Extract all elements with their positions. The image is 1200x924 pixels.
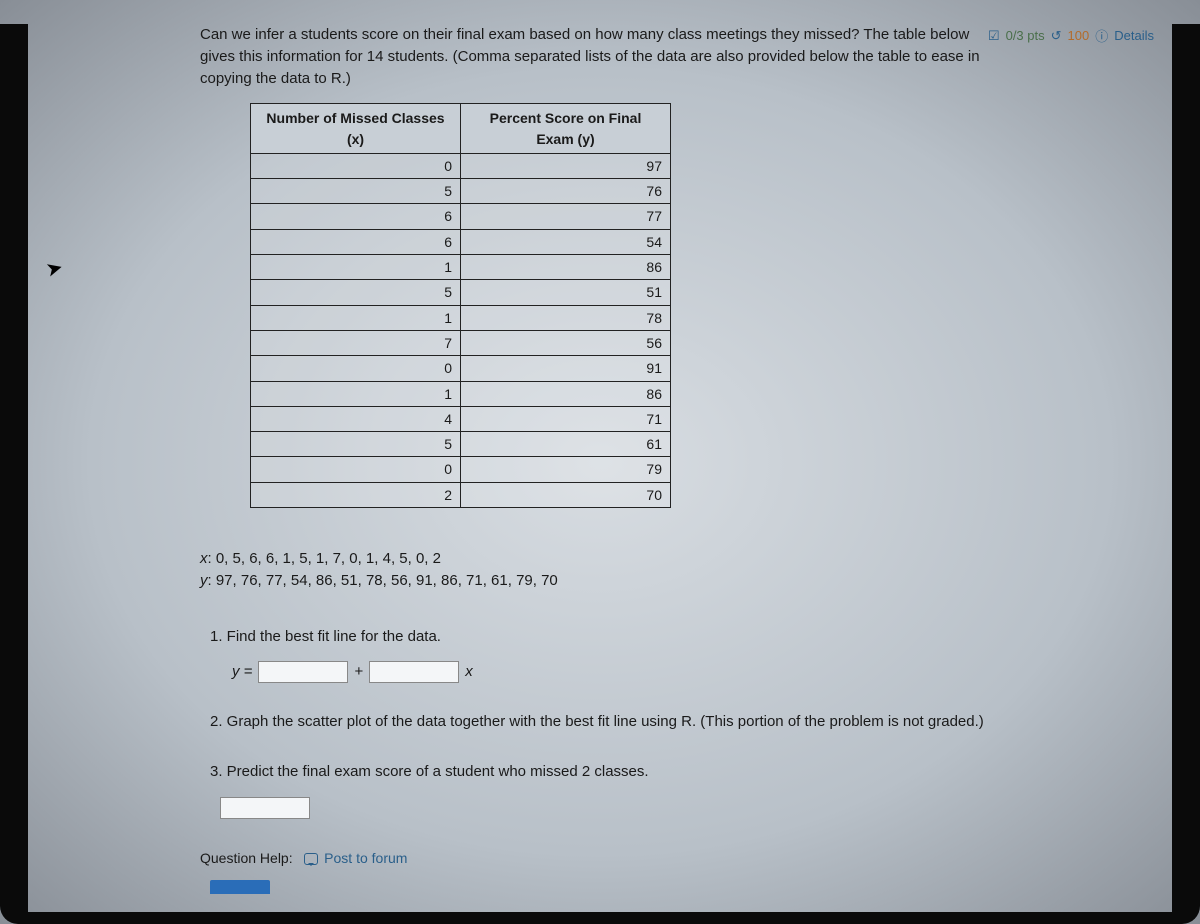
cell-y: 51 — [461, 280, 671, 305]
cell-x: 7 — [251, 330, 461, 355]
checkbox-icon: ☑ — [988, 28, 1000, 44]
cell-y: 78 — [461, 305, 671, 330]
details-link[interactable]: Details — [1114, 28, 1154, 43]
cell-x: 6 — [251, 204, 461, 229]
cell-y: 61 — [461, 432, 671, 457]
x-list-values: : 0, 5, 6, 6, 1, 5, 1, 7, 0, 1, 4, 5, 0,… — [208, 550, 441, 567]
cell-y: 86 — [461, 255, 671, 280]
table-row: 677 — [251, 204, 671, 229]
cell-y: 70 — [461, 482, 671, 507]
table-header-y: Percent Score on Final Exam (y) — [461, 104, 671, 154]
cell-y: 54 — [461, 229, 671, 254]
cell-y: 79 — [461, 457, 671, 482]
y-equals-label: y = — [232, 661, 252, 683]
y-list-values: : 97, 76, 77, 54, 86, 51, 78, 56, 91, 86… — [208, 572, 558, 589]
slope-input[interactable] — [369, 661, 459, 683]
question-content: Can we infer a students score on their f… — [200, 24, 1140, 894]
x-var-label: x — [465, 661, 473, 683]
table-row: 270 — [251, 482, 671, 507]
cell-x: 0 — [251, 457, 461, 482]
table-row: 561 — [251, 432, 671, 457]
data-table: Number of Missed Classes (x) Percent Sco… — [250, 103, 671, 508]
cell-y: 77 — [461, 204, 671, 229]
cell-x: 1 — [251, 255, 461, 280]
cursor-icon: ➤ — [43, 254, 66, 282]
info-icon: ⓘ — [1095, 26, 1108, 45]
cell-x: 0 — [251, 153, 461, 178]
post-to-forum-link[interactable]: Post to forum — [324, 850, 407, 866]
plus-label: + — [354, 661, 363, 683]
intercept-input[interactable] — [258, 661, 348, 683]
question-meta-bar: ☑ 0/3 pts ↺ 100 ⓘ Details — [982, 24, 1160, 47]
intro-text: Can we infer a students score on their f… — [200, 24, 1000, 89]
table-row: 551 — [251, 280, 671, 305]
cell-x: 6 — [251, 229, 461, 254]
points-label: 0/3 pts — [1006, 28, 1045, 43]
cell-y: 86 — [461, 381, 671, 406]
prediction-input[interactable] — [220, 797, 310, 819]
cell-y: 76 — [461, 179, 671, 204]
question-help: Question Help: Post to forum — [200, 848, 1140, 868]
cell-y: 71 — [461, 406, 671, 431]
table-row: 186 — [251, 255, 671, 280]
q3-text: 3. Predict the final exam score of a stu… — [210, 761, 1020, 783]
q1-text: 1. Find the best fit line for the data. — [210, 626, 1020, 648]
chat-icon — [304, 853, 318, 865]
cell-x: 5 — [251, 179, 461, 204]
cell-x: 1 — [251, 305, 461, 330]
q2-text: 2. Graph the scatter plot of the data to… — [210, 711, 1020, 733]
cell-x: 5 — [251, 432, 461, 457]
x-list-label: x — [200, 550, 208, 567]
table-header-x: Number of Missed Classes (x) — [251, 104, 461, 154]
cell-y: 56 — [461, 330, 671, 355]
data-lists: x: 0, 5, 6, 6, 1, 5, 1, 7, 0, 1, 4, 5, 0… — [200, 548, 1140, 592]
table-row: 091 — [251, 356, 671, 381]
retry-icon: ↺ — [1051, 28, 1062, 44]
help-label: Question Help: — [200, 850, 293, 866]
cell-y: 97 — [461, 153, 671, 178]
table-row: 576 — [251, 179, 671, 204]
table-row: 756 — [251, 330, 671, 355]
y-list-label: y — [200, 572, 208, 589]
table-row: 186 — [251, 381, 671, 406]
tries-label: 100 — [1068, 28, 1090, 43]
cell-x: 1 — [251, 381, 461, 406]
cell-x: 2 — [251, 482, 461, 507]
question-2: 2. Graph the scatter plot of the data to… — [200, 711, 1020, 733]
table-row: 079 — [251, 457, 671, 482]
cell-x: 4 — [251, 406, 461, 431]
question-3: 3. Predict the final exam score of a stu… — [200, 761, 1020, 820]
submit-button[interactable] — [210, 880, 270, 894]
cell-x: 5 — [251, 280, 461, 305]
cell-y: 91 — [461, 356, 671, 381]
table-row: 178 — [251, 305, 671, 330]
table-row: 654 — [251, 229, 671, 254]
table-row: 471 — [251, 406, 671, 431]
table-row: 097 — [251, 153, 671, 178]
equation-line: y = + x — [210, 661, 1020, 683]
cell-x: 0 — [251, 356, 461, 381]
question-1: 1. Find the best fit line for the data. … — [200, 626, 1020, 684]
